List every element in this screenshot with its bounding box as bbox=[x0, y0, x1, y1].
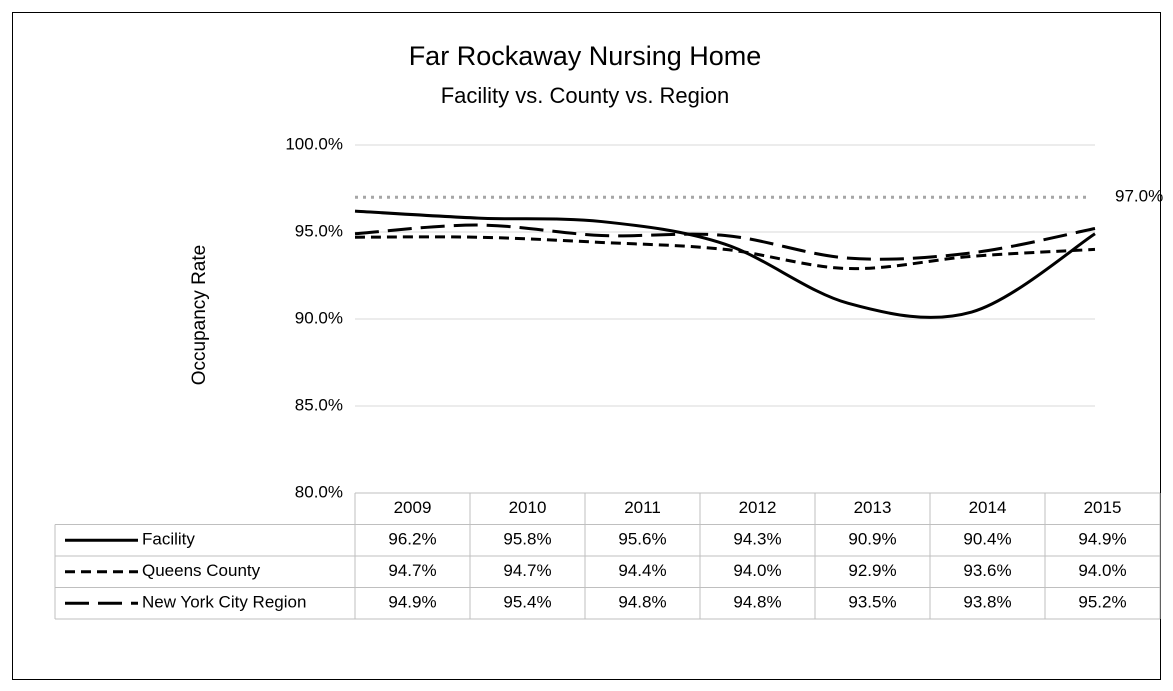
table-value: 96.2% bbox=[388, 530, 436, 549]
x-tick-label: 2012 bbox=[739, 498, 777, 517]
y-tick-label: 90.0% bbox=[295, 308, 343, 327]
y-tick-label: 95.0% bbox=[295, 221, 343, 240]
table-value: 92.9% bbox=[848, 561, 896, 580]
table-value: 94.0% bbox=[1078, 561, 1126, 580]
x-tick-label: 2010 bbox=[509, 498, 547, 517]
table-value: 93.5% bbox=[848, 593, 896, 612]
legend-label: Facility bbox=[142, 530, 195, 549]
y-tick-label: 85.0% bbox=[295, 395, 343, 414]
legend-label: New York City Region bbox=[142, 593, 306, 612]
table-value: 94.7% bbox=[503, 561, 551, 580]
table-value: 95.8% bbox=[503, 530, 551, 549]
table-value: 94.3% bbox=[733, 530, 781, 549]
reference-label: 97.0% bbox=[1115, 187, 1163, 206]
table-value: 94.9% bbox=[388, 593, 436, 612]
table-value: 94.8% bbox=[733, 593, 781, 612]
table-value: 93.6% bbox=[963, 561, 1011, 580]
x-tick-label: 2014 bbox=[969, 498, 1007, 517]
table-value: 90.9% bbox=[848, 530, 896, 549]
x-tick-label: 2011 bbox=[624, 498, 661, 517]
chart-subtitle: Facility vs. County vs. Region bbox=[441, 83, 730, 108]
y-tick-label: 80.0% bbox=[295, 482, 343, 501]
y-tick-label: 100.0% bbox=[285, 134, 343, 153]
table-value: 95.6% bbox=[618, 530, 666, 549]
chart-title: Far Rockaway Nursing Home bbox=[409, 41, 762, 71]
series-line bbox=[354, 209, 1096, 319]
table-value: 94.8% bbox=[618, 593, 666, 612]
table-value: 95.4% bbox=[503, 593, 551, 612]
table-value: 93.8% bbox=[963, 593, 1011, 612]
x-tick-label: 2009 bbox=[394, 498, 432, 517]
table-value: 94.4% bbox=[618, 561, 666, 580]
legend-label: Queens County bbox=[142, 561, 261, 580]
x-tick-label: 2015 bbox=[1084, 498, 1122, 517]
table-value: 95.2% bbox=[1078, 593, 1126, 612]
table-value: 94.7% bbox=[388, 561, 436, 580]
table-value: 94.0% bbox=[733, 561, 781, 580]
series-line bbox=[354, 235, 1096, 271]
x-tick-label: 2013 bbox=[854, 498, 892, 517]
series-line bbox=[354, 223, 1096, 261]
y-axis-title: Occupancy Rate bbox=[189, 245, 210, 385]
table-value: 90.4% bbox=[963, 530, 1011, 549]
table-value: 94.9% bbox=[1078, 530, 1126, 549]
chart-border bbox=[12, 12, 1161, 680]
